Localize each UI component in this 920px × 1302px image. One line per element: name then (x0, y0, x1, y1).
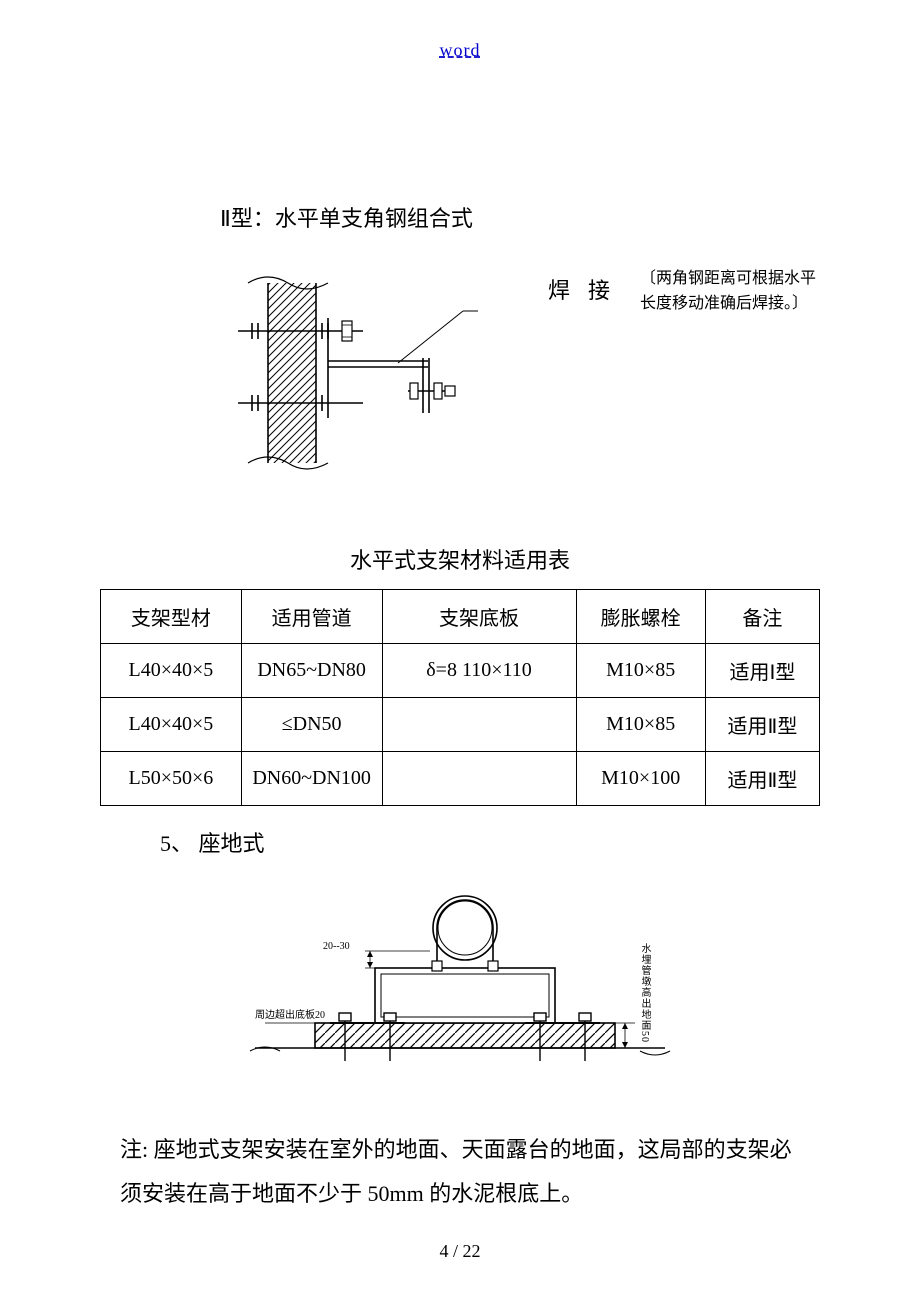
cell: M10×85 (576, 698, 705, 752)
cell: ≤DN50 (241, 698, 382, 752)
table-caption: 水平式支架材料适用表 (100, 543, 820, 575)
th-pipe: 适用管道 (241, 590, 382, 644)
cell: L40×40×5 (101, 698, 242, 752)
th-profile: 支架型材 (101, 590, 242, 644)
word-link[interactable]: word (440, 40, 481, 60)
cell: DN60~DN100 (241, 752, 382, 806)
cell: M10×85 (576, 644, 705, 698)
section-2-title: 5、 座地式 (160, 826, 820, 858)
cell (382, 698, 576, 752)
table-row: L40×40×5 ≤DN50 M10×85 适用Ⅱ型 (101, 698, 820, 752)
th-bolt: 膨胀螺栓 (576, 590, 705, 644)
page-footer: 4 / 22 (0, 1241, 920, 1262)
diagram-1-note: 〔两角钢距离可根据水平长度移动准确后焊接。〕 (640, 263, 820, 317)
dim-top: 20--30 (323, 941, 350, 952)
cell: DN65~DN80 (241, 644, 382, 698)
header-link: word (100, 40, 820, 61)
diagram-1-weld-label: 焊接 (548, 263, 628, 305)
table-row: L50×50×6 DN60~DN100 M10×100 适用Ⅱ型 (101, 752, 820, 806)
cell: L50×50×6 (101, 752, 242, 806)
cell: 适用Ⅱ型 (705, 752, 819, 806)
cell: M10×100 (576, 752, 705, 806)
table-header-row: 支架型材 适用管道 支架底板 膨胀螺栓 备注 (101, 590, 820, 644)
dim-right: 水埋管墩高出地面50 (637, 943, 652, 1043)
cell: L40×40×5 (101, 644, 242, 698)
diagram-2: 20--30 周边超出底板20 水埋管墩高出地面50 (245, 873, 675, 1103)
diagram-1 (218, 263, 478, 483)
section-1-title: Ⅱ型：水平单支角钢组合式 (220, 201, 820, 233)
cell: 适用Ⅰ型 (705, 644, 819, 698)
materials-table: 支架型材 适用管道 支架底板 膨胀螺栓 备注 L40×40×5 DN65~DN8… (100, 589, 820, 806)
table-row: L40×40×5 DN65~DN80 δ=8 110×110 M10×85 适用… (101, 644, 820, 698)
section-2-note: 注: 座地式支架安装在室外的地面、天面露台的地面，这局部的支架必须安装在高于地面… (120, 1128, 800, 1216)
th-note: 备注 (705, 590, 819, 644)
th-baseplate: 支架底板 (382, 590, 576, 644)
diagram-1-row: 焊接 〔两角钢距离可根据水平长度移动准确后焊接。〕 (160, 263, 820, 513)
dim-left: 周边超出底板20 (255, 1008, 325, 1021)
cell (382, 752, 576, 806)
cell: δ=8 110×110 (382, 644, 576, 698)
cell: 适用Ⅱ型 (705, 698, 819, 752)
